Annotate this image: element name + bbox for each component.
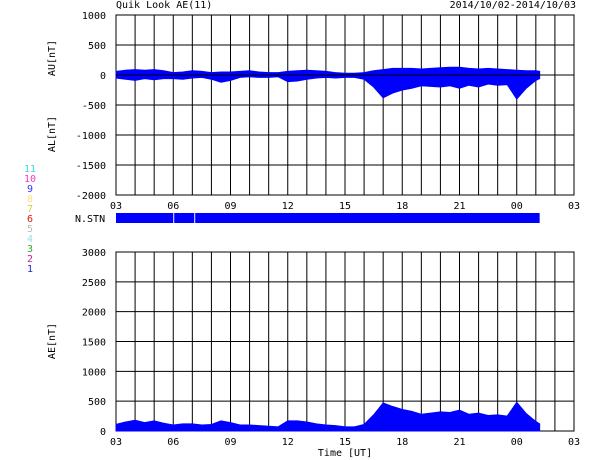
ae-ytick-label: 2000 xyxy=(82,308,106,319)
station-count-7: 7 xyxy=(26,204,34,215)
station-bar-segment xyxy=(195,213,540,223)
aual-ytick-label: -2000 xyxy=(76,191,106,202)
aual-xtick-label: 18 xyxy=(396,201,408,212)
station-count-legend: 11 10 9 8 7 6 5 4 3 2 1 xyxy=(20,165,40,275)
station-count-4: 4 xyxy=(26,234,34,245)
aual-xtick-label: 09 xyxy=(224,201,236,212)
station-count-3: 3 xyxy=(26,244,34,255)
ae-ytick-label: 500 xyxy=(88,397,106,408)
station-count-9: 9 xyxy=(26,184,34,195)
ae-xtick-label: 09 xyxy=(224,437,236,448)
station-count-1: 1 xyxy=(26,264,34,275)
ae-ytick-label: 1000 xyxy=(82,367,106,378)
station-count-8: 8 xyxy=(26,194,34,205)
station-count-11: 11 xyxy=(23,164,37,175)
ae-xtick-label: 15 xyxy=(339,437,351,448)
plot-title: Quik Look AE(11) xyxy=(116,0,213,11)
au-axis-label: AU[nT] xyxy=(47,40,58,76)
aual-xtick-label: 03 xyxy=(568,201,580,212)
aual-xtick-label: 00 xyxy=(511,201,523,212)
series-au-area xyxy=(115,66,541,76)
ae-xtick-label: 12 xyxy=(282,437,294,448)
ae-ytick-label: 0 xyxy=(100,427,106,438)
series-al-area xyxy=(115,74,541,100)
ae-xtick-label: 03 xyxy=(568,437,580,448)
ae-xtick-label: 18 xyxy=(396,437,408,448)
aual-ytick-label: -500 xyxy=(82,101,106,112)
aual-xtick-label: 06 xyxy=(167,201,179,212)
aual-xtick-label: 15 xyxy=(339,201,351,212)
aual-frame xyxy=(115,14,575,196)
station-bar-segment xyxy=(174,213,195,223)
aual-ytick-label: 500 xyxy=(88,41,106,52)
station-count-2: 2 xyxy=(26,254,34,265)
station-count-5: 5 xyxy=(26,224,34,235)
aual-ytick-label: 0 xyxy=(100,71,106,82)
aual-ytick-label: -1500 xyxy=(76,161,106,172)
aual-xtick-label: 03 xyxy=(110,201,122,212)
series-ae-area xyxy=(115,401,541,432)
ae-xtick-label: 00 xyxy=(511,437,523,448)
aual-ytick-label: -1000 xyxy=(76,131,106,142)
ae-xtick-label: 21 xyxy=(453,437,465,448)
ae-xtick-label: 06 xyxy=(167,437,179,448)
x-axis-title: Time [UT] xyxy=(318,448,372,459)
station-count-label: N.STN xyxy=(75,214,105,225)
station-bar-segment xyxy=(116,213,174,223)
aual-xtick-label: 21 xyxy=(453,201,465,212)
aual-ytick-label: 1000 xyxy=(82,11,106,22)
al-axis-label: AL[nT] xyxy=(47,116,58,152)
station-count-10: 10 xyxy=(23,174,37,185)
ae-ytick-label: 1500 xyxy=(82,338,106,349)
ae-ytick-label: 2500 xyxy=(82,278,106,289)
station-count-6: 6 xyxy=(26,214,34,225)
ae-xtick-label: 03 xyxy=(110,437,122,448)
ae-axis-label: AE[nT] xyxy=(47,323,58,359)
ae-ytick-label: 3000 xyxy=(82,248,106,259)
aual-xtick-label: 12 xyxy=(282,201,294,212)
date-range: 2014/10/02-2014/10/03 xyxy=(449,0,576,11)
